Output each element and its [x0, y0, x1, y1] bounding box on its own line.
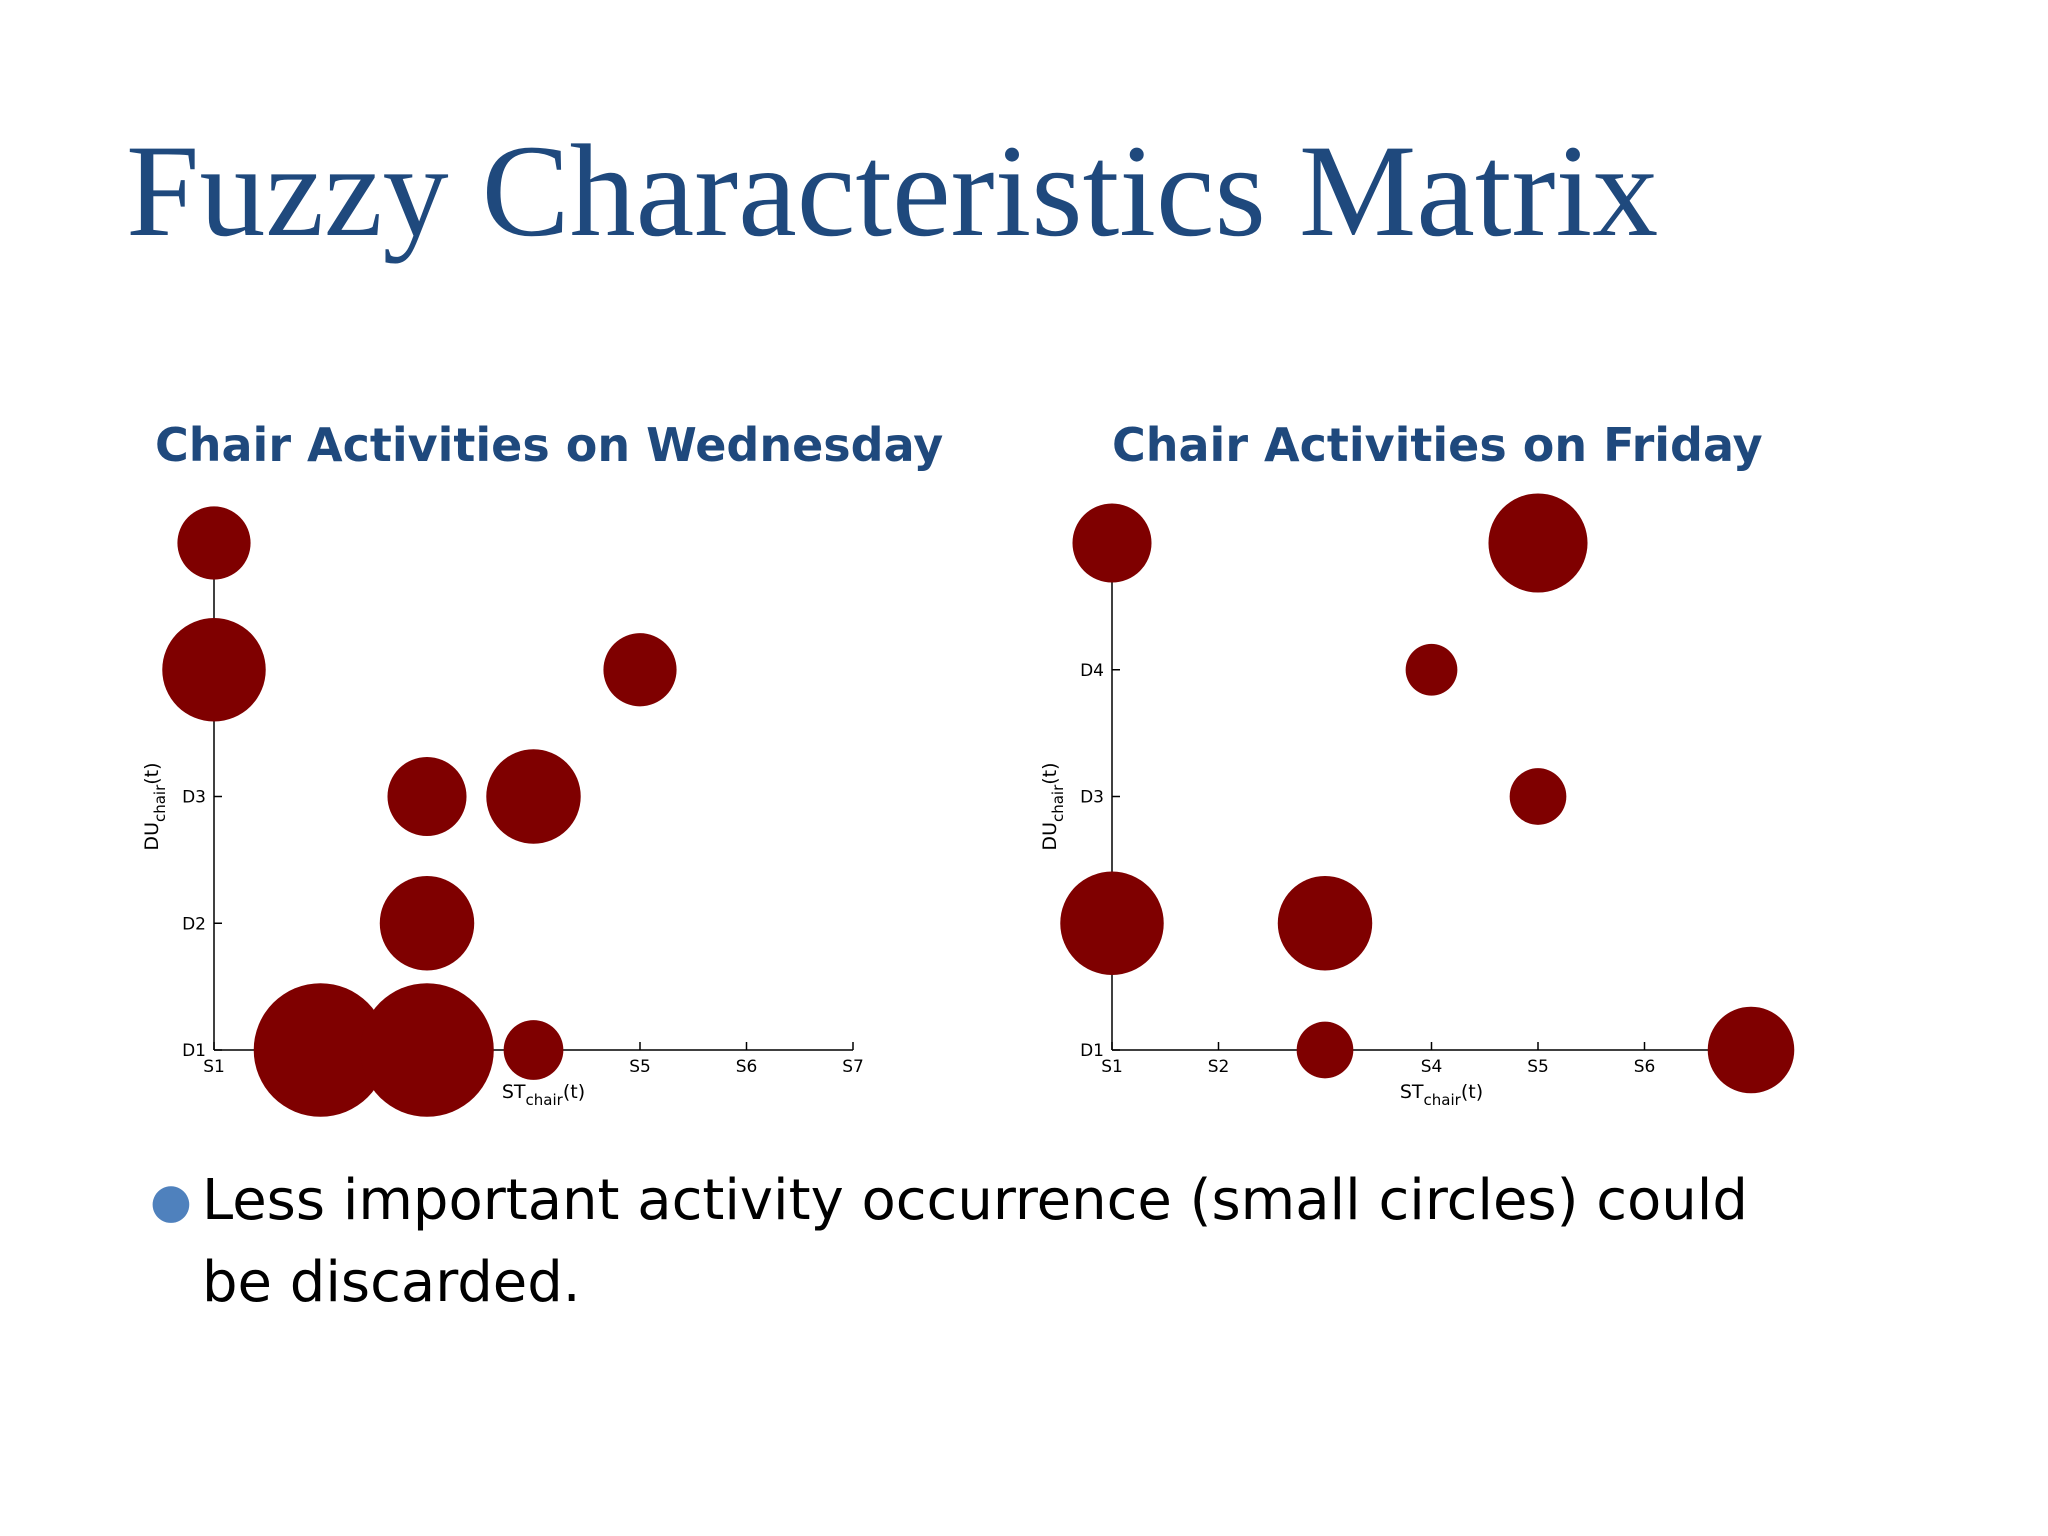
- data-bubble: [177, 506, 251, 580]
- slide-title: Fuzzy Characteristics Matrix: [126, 117, 1659, 264]
- x-axis-label: STchair(t): [502, 1081, 585, 1109]
- data-bubble: [387, 756, 467, 837]
- x-tick-label: S5: [629, 1057, 651, 1077]
- x-tick-label: S5: [1527, 1057, 1549, 1077]
- data-bubble: [360, 983, 494, 1117]
- data-bubble: [1072, 503, 1152, 583]
- x-tick-label: S7: [842, 1057, 864, 1077]
- data-bubble: [1488, 493, 1588, 593]
- data-bubble: [1296, 1021, 1354, 1079]
- bullet-text: Less important activity occurrence (smal…: [202, 1168, 1748, 1315]
- data-bubble: [162, 618, 266, 722]
- x-tick-label: S6: [1634, 1057, 1656, 1077]
- y-tick-label: D3: [1080, 788, 1104, 808]
- data-bubble: [1277, 876, 1373, 971]
- x-tick-label: S4: [1421, 1057, 1443, 1077]
- x-tick-label: S1: [203, 1057, 225, 1077]
- x-axis-label: STchair(t): [1400, 1081, 1483, 1109]
- data-bubble: [1405, 643, 1458, 696]
- chart-title-friday: Chair Activities on Friday: [1112, 418, 1763, 472]
- data-bubble: [603, 633, 677, 707]
- x-tick-label: S2: [1208, 1057, 1230, 1077]
- data-bubble: [379, 876, 475, 971]
- y-tick-label: D2: [182, 914, 206, 934]
- data-bubble: [486, 749, 581, 844]
- charts-canvas: S1 S5 S6 S7 D1 D2 D3 STchair(t) DUchair(t) S1 S2 S4…: [141, 493, 1795, 1117]
- data-bubble: [253, 983, 388, 1117]
- y-tick-label: D4: [1080, 661, 1104, 681]
- data-bubble: [1509, 768, 1567, 825]
- y-tick-label: D1: [1080, 1041, 1104, 1061]
- x-tick-label: S6: [736, 1057, 758, 1077]
- chart-title-wednesday: Chair Activities on Wednesday: [155, 418, 944, 472]
- x-tick-label: S1: [1101, 1057, 1123, 1077]
- data-bubble: [1707, 1006, 1795, 1094]
- y-tick-label: D3: [182, 788, 206, 808]
- bullet-dot-icon: ●: [150, 1173, 192, 1229]
- data-bubble: [503, 1020, 564, 1080]
- y-tick-label: D1: [182, 1041, 206, 1061]
- bullet-list: ● Less important activity occurrence (sm…: [150, 1160, 1790, 1324]
- y-axis-label: DUchair(t): [1039, 762, 1067, 850]
- bullet-item: ● Less important activity occurrence (sm…: [150, 1160, 1790, 1324]
- y-axis-label: DUchair(t): [141, 762, 169, 850]
- data-bubble: [1060, 871, 1164, 975]
